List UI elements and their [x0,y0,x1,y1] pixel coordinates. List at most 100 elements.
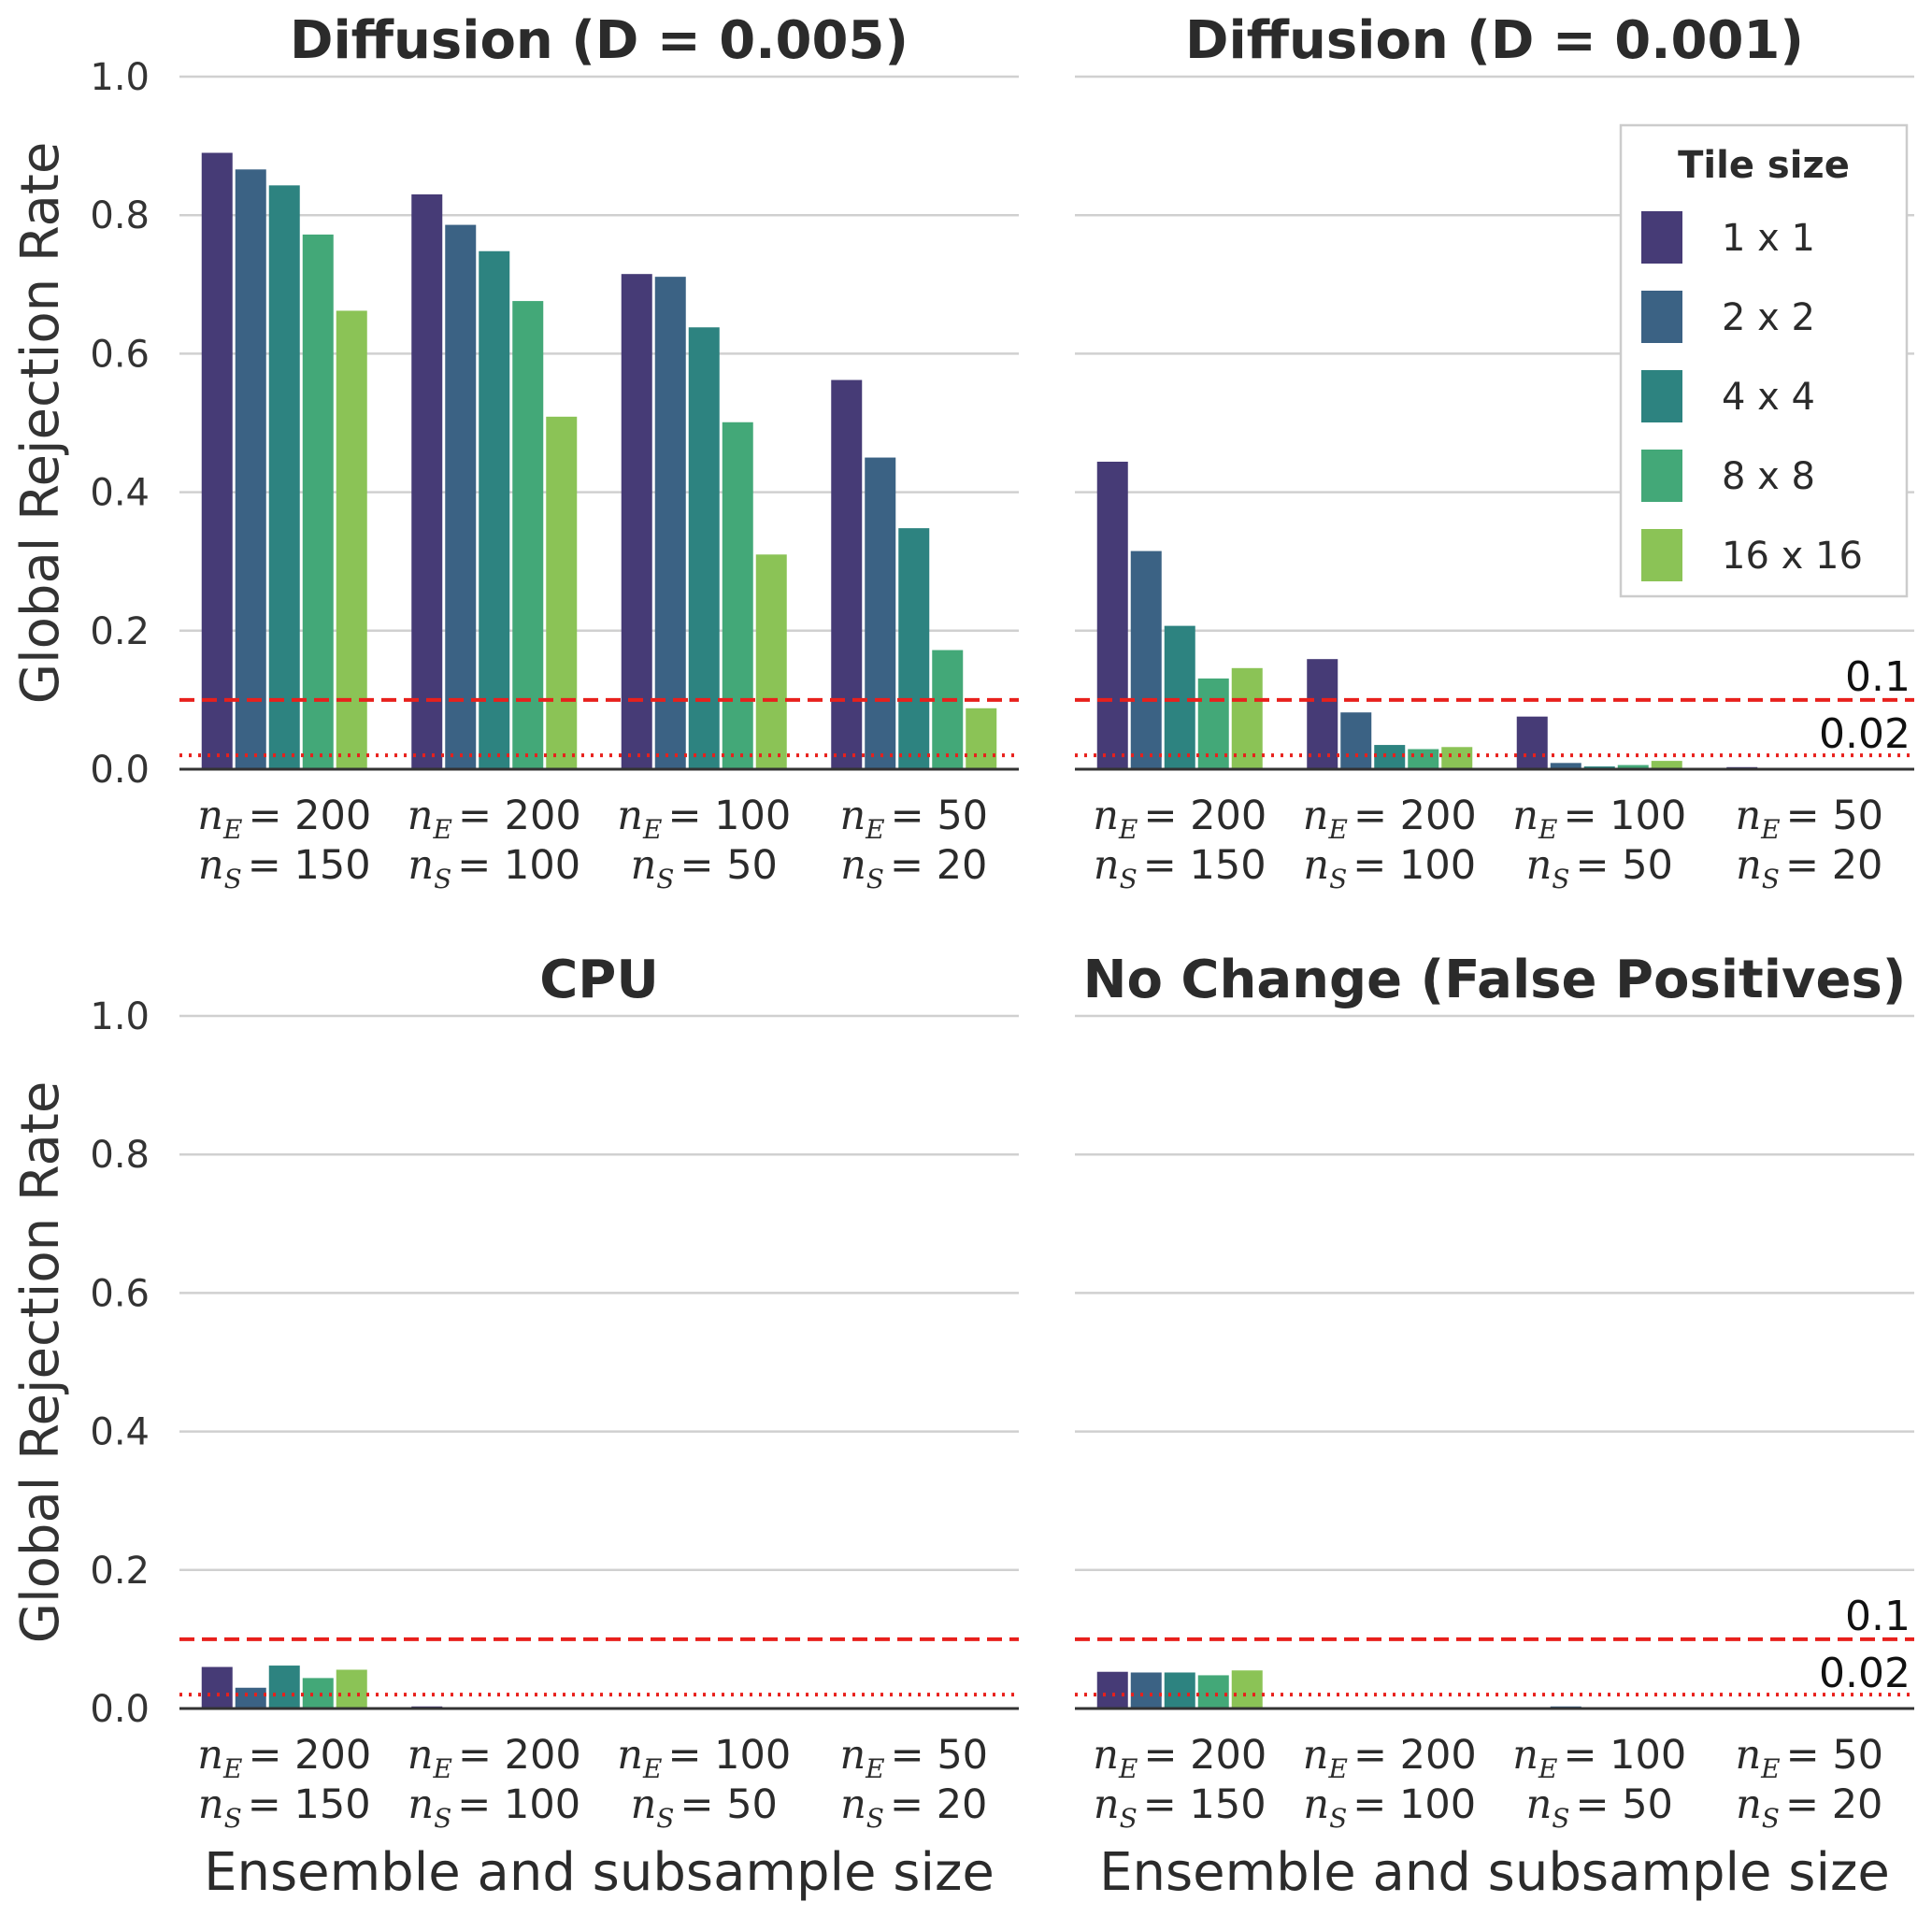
bar [688,327,720,769]
tick-variable: n [839,1732,866,1779]
bar [1374,745,1406,769]
tick-variable: S [656,1803,674,1834]
tick-variable: n [1526,1781,1553,1828]
y-axis-label: Global Rejection Rate [10,142,71,705]
x-tick-label-ns: nS = 100 [408,1781,580,1834]
bar [1231,1670,1263,1709]
tick-variable: n [840,1781,866,1828]
tick-equals: = [1563,1732,1610,1779]
tick-equals: = [248,1732,294,1779]
panel-title: Diffusion (D = 0.001) [1185,10,1804,71]
tick-variable: E [642,1753,662,1784]
tick-value: 50 [1832,793,1883,839]
x-tick-label-ne: nE = 200 [1303,793,1477,845]
x-axis-label: Ensemble and subsample size [204,1842,995,1903]
tick-variable: n [617,793,643,839]
x-tick-label-ns: nS = 50 [1526,1781,1673,1834]
x-tick-label-ns: nS = 150 [198,1781,371,1834]
bar [1164,625,1195,769]
tick-variable: n [408,1732,434,1779]
tick-variable: S [224,864,242,894]
tick-value: 150 [1190,1781,1267,1828]
tick-value: 50 [726,842,778,889]
bar [1617,765,1649,769]
tick-variable: S [1552,1803,1569,1834]
tick-variable: n [1303,793,1329,839]
panel-title: No Change (False Positives) [1083,950,1907,1010]
tick-variable: n [1736,842,1762,889]
tick-value: 50 [1832,1732,1883,1779]
tick-equals: = [1786,793,1833,839]
bar [1550,763,1581,769]
bar [302,234,334,769]
bar [445,224,477,770]
tick-value: 100 [714,793,791,839]
tick-variable: E [1118,814,1138,845]
tick-variable: n [197,793,223,839]
bar [1197,678,1229,769]
bar [966,708,997,769]
tick-variable: n [198,842,224,889]
tick-equals: = [1143,1732,1190,1779]
x-tick-label-ns: nS = 20 [1736,842,1882,894]
tick-variable: n [1303,1781,1329,1828]
x-tick-label-ne: nE = 100 [1512,1732,1686,1784]
bar [268,1666,300,1709]
bar [1651,761,1682,769]
tick-equals: = [1563,793,1610,839]
tick-variable: S [434,864,451,894]
tick-variable: n [1093,793,1119,839]
tick-variable: E [1538,814,1557,845]
tick-value: 50 [1622,1781,1673,1828]
tick-variable: n [408,793,434,839]
legend-swatch [1641,211,1682,264]
tick-value: 200 [505,793,581,839]
tick-equals: = [248,842,294,889]
tick-variable: S [1329,864,1347,894]
tick-equals: = [1575,1781,1622,1828]
tick-value: 50 [937,793,988,839]
bar [831,379,863,769]
x-tick-label-ne: nE = 200 [408,793,581,845]
tick-equals: = [891,1732,937,1779]
x-tick-label-ne: nE = 100 [617,793,791,845]
reference-line-label: 0.02 [1819,1650,1911,1697]
bar [512,301,544,769]
tick-equals: = [1352,842,1399,889]
tick-equals: = [680,842,726,889]
tick-variable: S [1762,864,1780,894]
legend-swatch [1641,450,1682,502]
x-tick-label-ne: nE = 100 [617,1732,791,1784]
y-tick-label: 0.6 [90,1272,150,1315]
tick-variable: E [865,1753,884,1784]
tick-equals: = [1575,842,1622,889]
tick-equals: = [1352,1781,1399,1828]
tick-value: 100 [504,1781,580,1828]
tick-value: 20 [937,1781,988,1828]
x-tick-label-ne: nE = 200 [408,1732,581,1784]
bar [201,152,233,769]
tick-variable: n [1735,793,1761,839]
tick-variable: n [631,1781,657,1828]
tick-variable: E [1118,1753,1138,1784]
tick-value: 150 [294,1781,371,1828]
y-tick-label: 0.0 [90,749,150,792]
legend-label: 16 x 16 [1722,535,1863,578]
tick-equals: = [248,1781,294,1828]
tick-variable: S [1120,864,1138,894]
x-tick-label-ne: nE = 50 [839,793,988,845]
legend-label: 1 x 1 [1722,217,1815,260]
tick-variable: n [1512,793,1538,839]
bar [932,650,964,769]
tick-value: 100 [1610,1732,1686,1779]
tick-equals: = [457,1781,504,1828]
x-tick-label-ns: nS = 100 [408,842,580,894]
tick-variable: n [840,842,866,889]
tick-variable: S [224,1803,242,1834]
tick-equals: = [1143,842,1190,889]
tick-equals: = [1785,1781,1832,1828]
tick-value: 200 [1400,1732,1477,1779]
